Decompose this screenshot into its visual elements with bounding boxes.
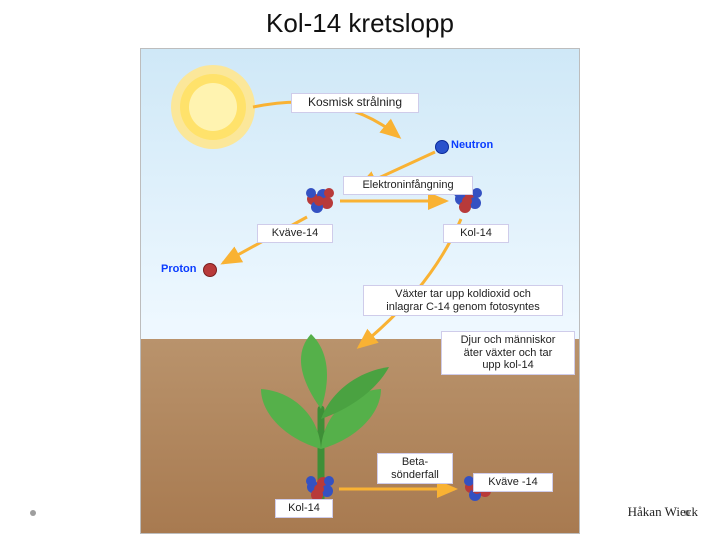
caption-cosmic: Kosmisk strålning xyxy=(291,93,419,113)
caption-plants: Växter tar upp koldioxid och inlagrar C-… xyxy=(363,285,563,316)
proton-label: Proton xyxy=(161,263,196,275)
diagram-frame: Neutron Proton xyxy=(140,48,580,534)
nav-bullet-left xyxy=(30,510,36,516)
caption-capture: Elektroninfångning xyxy=(343,176,473,195)
caption-kol14a: Kol-14 xyxy=(443,224,509,243)
neutron-label: Neutron xyxy=(451,139,493,151)
caption-kol14b: Kol-14 xyxy=(275,499,333,518)
caption-kvave14b: Kväve -14 xyxy=(473,473,553,492)
caption-beta: Beta- sönderfall xyxy=(377,453,453,484)
neutron-particle xyxy=(435,140,449,154)
nitrogen14-nucleus xyxy=(299,181,339,221)
caption-kvave14: Kväve-14 xyxy=(257,224,333,243)
proton-particle xyxy=(203,263,217,277)
caption-animals: Djur och människor äter växter och tar u… xyxy=(441,331,575,375)
author-credit: Håkan Wieck xyxy=(628,504,698,520)
slide-title: Kol-14 kretslopp xyxy=(0,8,720,39)
